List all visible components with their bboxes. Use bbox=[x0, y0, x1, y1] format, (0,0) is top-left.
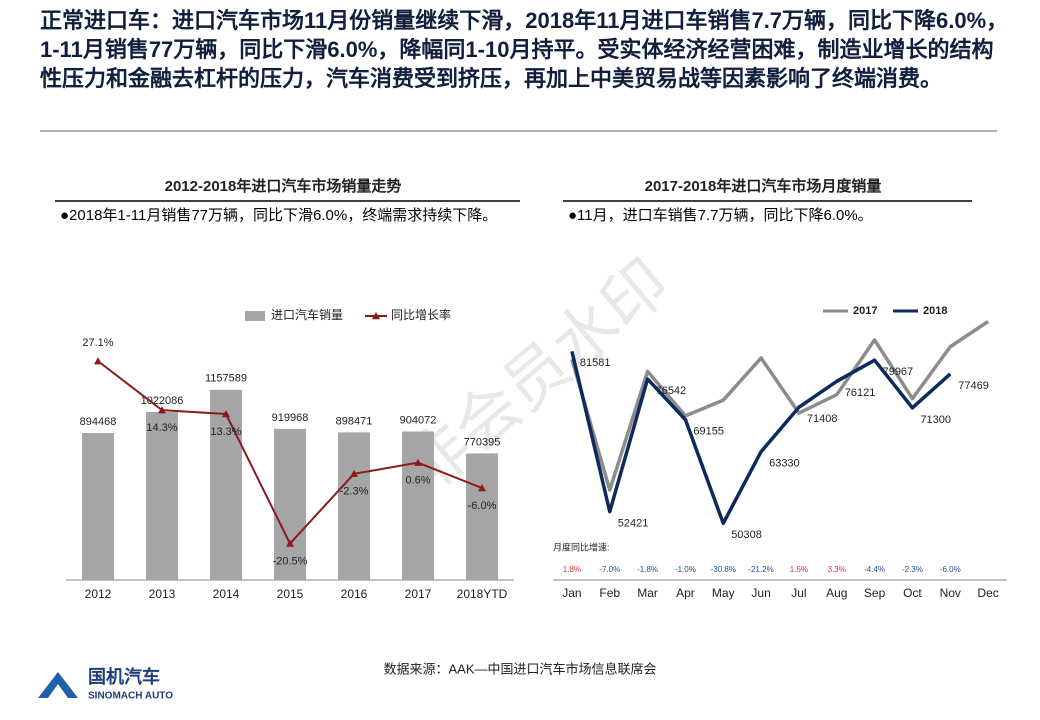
logo-name: 国机汽车 bbox=[88, 666, 160, 687]
x-tick-label: Oct bbox=[903, 586, 922, 600]
bar bbox=[82, 433, 114, 580]
bar bbox=[338, 432, 370, 580]
line bbox=[570, 350, 952, 526]
line-value-label: 13.3% bbox=[210, 426, 241, 438]
chart-title: 2012-2018年进口汽车市场销量走势 bbox=[165, 177, 402, 195]
headline: 正常进口车：进口汽车市场11月份销量继续下滑，2018年11月进口车销售7.7万… bbox=[40, 8, 1009, 91]
bar bbox=[274, 428, 306, 580]
legend-swatch bbox=[245, 311, 265, 321]
bar-value-label: 770395 bbox=[464, 436, 501, 448]
line-value-label: -2.3% bbox=[340, 486, 369, 498]
data-label: 77469 bbox=[958, 380, 989, 392]
data-label: 79967 bbox=[883, 366, 914, 378]
data-label: 50308 bbox=[731, 529, 762, 541]
growth-value: -30.8% bbox=[711, 565, 736, 574]
x-tick-label: 2017 bbox=[405, 587, 432, 601]
x-tick-label: 2018YTD bbox=[457, 587, 508, 601]
growth-value: 3.3% bbox=[828, 565, 846, 574]
line-value-label: 0.6% bbox=[405, 475, 430, 487]
x-tick-label: Aug bbox=[826, 586, 847, 600]
growth-label: 月度同比增速: bbox=[553, 541, 610, 552]
subtitle: ●11月，进口车销售7.7万辆，同比下降6.0%。 bbox=[568, 207, 873, 224]
growth-value: -1.8% bbox=[637, 565, 658, 574]
bar-value-label: 919968 bbox=[272, 412, 309, 424]
bar-value-label: 904072 bbox=[400, 414, 437, 426]
data-label: 76542 bbox=[656, 385, 687, 397]
point bbox=[94, 357, 102, 365]
bar-value-label: 894468 bbox=[80, 416, 117, 428]
x-tick-label: Nov bbox=[940, 586, 961, 600]
point bbox=[158, 406, 166, 414]
growth-value: -21.2% bbox=[748, 565, 773, 574]
source: 数据来源：AAK—中国进口汽车市场信息联席会 bbox=[383, 661, 656, 676]
legend-label: 同比增长率 bbox=[391, 307, 451, 322]
data-label: 81581 bbox=[580, 357, 611, 369]
x-tick-label: May bbox=[712, 586, 735, 600]
x-tick-label: Feb bbox=[599, 586, 620, 600]
x-tick-label: Mar bbox=[637, 586, 658, 600]
x-tick-label: 2012 bbox=[85, 587, 112, 601]
growth-value: -2.3% bbox=[902, 565, 923, 574]
x-tick-label: Jun bbox=[751, 586, 770, 600]
x-tick-label: 2016 bbox=[341, 587, 368, 601]
data-label: 52421 bbox=[618, 518, 649, 530]
x-tick-label: Apr bbox=[676, 586, 695, 600]
watermark: 非会员水印 bbox=[391, 246, 682, 507]
growth-value: -4.4% bbox=[864, 565, 885, 574]
point bbox=[478, 484, 486, 492]
line bbox=[570, 320, 990, 492]
x-tick-label: 2014 bbox=[213, 587, 240, 601]
bar-value-label: 898471 bbox=[336, 415, 373, 427]
point bbox=[286, 539, 294, 547]
legend-swatch bbox=[372, 312, 380, 320]
legend-label: 进口汽车销量 bbox=[271, 307, 343, 322]
growth-value: -6.0% bbox=[940, 565, 961, 574]
bar-value-label: 1022086 bbox=[141, 395, 184, 407]
data-label: 69155 bbox=[693, 426, 724, 438]
growth-value: -7.0% bbox=[599, 565, 620, 574]
bar bbox=[210, 389, 242, 580]
line-value-label: 14.3% bbox=[146, 422, 177, 434]
data-label: 76121 bbox=[845, 387, 876, 399]
bar-value-label: 1157589 bbox=[205, 373, 247, 385]
legend-label: 2017 bbox=[853, 305, 877, 317]
x-tick-label: Jan bbox=[562, 586, 581, 600]
x-tick-label: 2015 bbox=[277, 587, 304, 601]
point bbox=[350, 469, 358, 478]
point bbox=[222, 410, 230, 418]
growth-value: 1.5% bbox=[790, 565, 808, 574]
subtitle: ●2018年1-11月销售77万辆，同比下滑6.0%，终端需求持续下降。 bbox=[60, 207, 498, 224]
data-label: 63330 bbox=[769, 458, 800, 470]
line-value-label: 27.1% bbox=[82, 337, 113, 349]
growth-value: 1.8% bbox=[563, 565, 581, 574]
x-tick-label: 2013 bbox=[149, 587, 176, 601]
bar bbox=[146, 412, 178, 580]
line-value-label: -20.5% bbox=[273, 555, 308, 567]
chart-title: 2017-2018年进口汽车市场月度销量 bbox=[645, 177, 882, 195]
growth-value: -1.0% bbox=[675, 565, 696, 574]
point bbox=[414, 458, 422, 466]
bar bbox=[402, 431, 434, 580]
x-tick-label: Dec bbox=[977, 586, 998, 600]
logo-name-en: SINOMACH AUTO bbox=[88, 691, 173, 702]
legend-label: 2018 bbox=[923, 305, 947, 317]
logo-mark bbox=[48, 684, 68, 698]
line-value-label: -6.0% bbox=[468, 500, 497, 512]
data-label: 71300 bbox=[920, 414, 951, 426]
x-tick-label: Jul bbox=[791, 586, 806, 600]
data-label: 71408 bbox=[807, 413, 838, 425]
bar bbox=[466, 453, 498, 580]
x-tick-label: Sep bbox=[864, 586, 886, 600]
